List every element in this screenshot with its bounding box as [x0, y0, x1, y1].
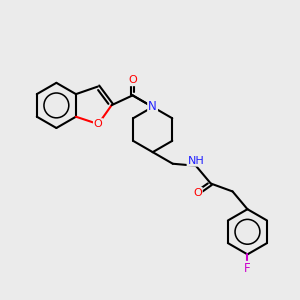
Text: F: F [244, 262, 251, 275]
Text: O: O [94, 119, 103, 129]
Text: N: N [148, 100, 157, 113]
Text: NH: NH [188, 156, 204, 166]
Text: N: N [148, 100, 157, 113]
Text: O: O [193, 188, 202, 198]
Text: O: O [128, 75, 137, 85]
